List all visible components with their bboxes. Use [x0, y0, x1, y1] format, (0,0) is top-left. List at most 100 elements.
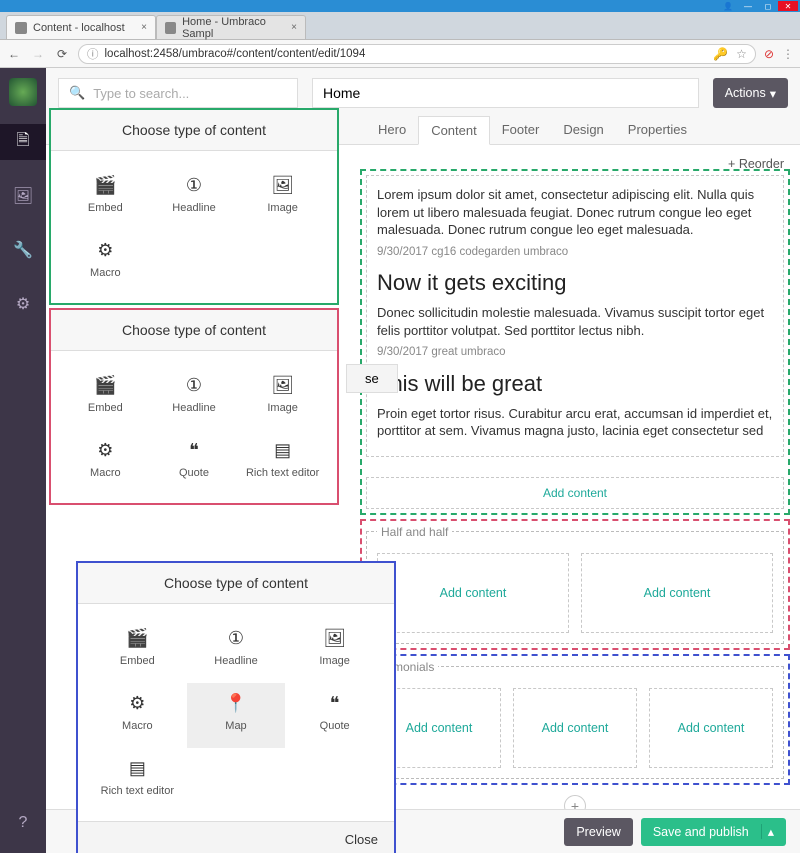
window-titlebar: 👤 — ◻ ✕: [0, 0, 800, 12]
picker-item-map[interactable]: 📍 Map: [187, 683, 286, 748]
image-icon: 🖼: [271, 175, 294, 196]
caret-up-icon[interactable]: ▴: [761, 824, 774, 839]
add-content-button[interactable]: Add content: [581, 553, 773, 633]
quote-icon: ❝: [330, 693, 340, 714]
macro-icon: ⚙: [97, 240, 113, 261]
picker-item-embed[interactable]: 🎬Embed: [88, 618, 187, 683]
save-publish-button[interactable]: Save and publish ▴: [641, 818, 786, 846]
modal-close-button[interactable]: se: [346, 364, 398, 393]
image-icon: 🖼: [323, 628, 346, 649]
picker-item-label: Image: [319, 655, 350, 667]
reorder-button[interactable]: Reorder: [366, 153, 784, 175]
sidebar-developer-icon[interactable]: ⚙: [0, 286, 46, 322]
search-input[interactable]: 🔍 Type to search...: [58, 78, 298, 108]
reload-icon[interactable]: ⟳: [54, 47, 70, 61]
picker-item-image[interactable]: 🖼 Image: [285, 618, 384, 683]
node-name-input[interactable]: [312, 78, 699, 108]
meta-text: 9/30/2017 great umbraco: [377, 345, 773, 361]
picker-grid: 🎬Embed①Headline 🖼 Image ⚙Macro❝Quote ▤ Rich t…: [51, 351, 337, 503]
picker-item-label: Image: [267, 402, 298, 414]
tab-design[interactable]: Design: [551, 116, 615, 144]
browser-tab[interactable]: Home - Umbraco Sampl ×: [156, 15, 306, 39]
picker-item-label: Headline: [214, 655, 257, 667]
caret-down-icon: ▾: [770, 86, 776, 101]
sidebar-help-icon[interactable]: ?: [0, 805, 46, 841]
rich-text-editor-icon: ▤: [274, 440, 291, 461]
picker-item-quote[interactable]: ❝Quote: [150, 430, 239, 495]
tab-close-icon[interactable]: ×: [291, 22, 297, 33]
picker-item-label: Rich text editor: [246, 467, 319, 479]
modal-title: Choose type of content: [51, 310, 337, 351]
picker-item-headline[interactable]: ① Headline: [187, 618, 286, 683]
site-info-icon[interactable]: ⓘ: [87, 46, 99, 62]
grid-cell[interactable]: Lorem ipsum dolor sit amet, consectetur …: [366, 175, 784, 457]
window-close-icon[interactable]: ✕: [778, 1, 798, 11]
picker-item-rich-text-editor[interactable]: ▤ Rich text editor: [238, 430, 327, 495]
app-sidebar: 🗎 🖼 🔧 ⚙ ?: [0, 68, 46, 853]
add-content-button[interactable]: Add content: [377, 553, 569, 633]
user-icon[interactable]: 👤: [718, 1, 738, 11]
picker-item-embed[interactable]: 🎬Embed: [61, 165, 150, 230]
picker-item-label: Embed: [120, 655, 155, 667]
star-icon[interactable]: ☆: [736, 47, 747, 61]
sidebar-settings-icon[interactable]: 🔧: [0, 232, 46, 268]
tab-properties[interactable]: Properties: [616, 116, 699, 144]
picker-item-embed[interactable]: 🎬Embed: [61, 365, 150, 430]
minimize-icon[interactable]: —: [738, 1, 758, 11]
rich-text-editor-icon: ▤: [129, 758, 146, 779]
preview-button[interactable]: Preview: [564, 818, 632, 846]
add-content-button[interactable]: Add content: [366, 477, 784, 509]
picker-item-label: Headline: [172, 202, 215, 214]
maximize-icon[interactable]: ◻: [758, 1, 778, 11]
browser-tabstrip: Content - localhost × Home - Umbraco Sam…: [0, 12, 800, 40]
picker-item-rich-text-editor[interactable]: ▤ Rich text editor: [88, 748, 187, 813]
map-icon: 📍: [225, 693, 247, 714]
picker-item-label: Macro: [122, 720, 153, 732]
add-content-button[interactable]: Add content: [513, 688, 637, 768]
tab-title: Home - Umbraco Sampl: [182, 16, 291, 40]
meta-text: 9/30/2017 cg16 codegarden umbraco: [377, 245, 773, 261]
actions-button[interactable]: Actions ▾: [713, 78, 788, 108]
picker-item-macro[interactable]: ⚙Macro: [61, 230, 150, 295]
sidebar-content-icon[interactable]: 🗎: [0, 124, 46, 160]
content-type-picker-pink: Choose type of content 🎬Embed①Headline 🖼 I…: [49, 308, 339, 505]
macro-icon: ⚙: [97, 440, 113, 461]
picker-item-label: Quote: [320, 720, 350, 732]
back-icon[interactable]: ←: [6, 47, 22, 61]
favicon-icon: [165, 22, 176, 34]
forward-icon[interactable]: →: [30, 47, 46, 61]
picker-item-label: Image: [267, 202, 298, 214]
picker-item-headline[interactable]: ①Headline: [150, 365, 239, 430]
picker-item-quote[interactable]: ❝ Quote: [285, 683, 384, 748]
picker-item-label: Map: [225, 720, 246, 732]
browser-tab-active[interactable]: Content - localhost ×: [6, 15, 156, 39]
picker-item-macro[interactable]: ⚙Macro: [61, 430, 150, 495]
sidebar-media-icon[interactable]: 🖼: [0, 178, 46, 214]
picker-item-headline[interactable]: ①Headline: [150, 165, 239, 230]
tab-content[interactable]: Content: [418, 116, 490, 145]
blocker-icon[interactable]: ⊘: [764, 47, 774, 61]
embed-icon: 🎬: [94, 175, 116, 196]
content-type-picker-blue: Choose type of content 🎬Embed①Headline🖼I…: [76, 561, 396, 853]
tab-close-icon[interactable]: ×: [141, 22, 147, 33]
picker-item-label: Embed: [88, 402, 123, 414]
picker-item-image[interactable]: 🖼 Image: [238, 365, 327, 430]
picker-item-label: Rich text editor: [101, 785, 174, 797]
tab-hero[interactable]: Hero: [366, 116, 418, 144]
actions-label: Actions: [725, 86, 766, 100]
headline-icon: ①: [186, 375, 202, 396]
url-field[interactable]: ⓘ localhost:2458/umbraco#/content/conten…: [78, 44, 756, 64]
add-content-button[interactable]: Add content: [649, 688, 773, 768]
body-text: Donec sollicitudin molestie malesuada. V…: [377, 304, 773, 339]
headline-icon: ①: [228, 628, 244, 649]
modal-close-button[interactable]: Close: [78, 821, 394, 853]
picker-item-macro[interactable]: ⚙Macro: [88, 683, 187, 748]
key-icon[interactable]: 🔑: [713, 47, 728, 61]
tab-title: Content - localhost: [33, 22, 125, 34]
tab-footer[interactable]: Footer: [490, 116, 552, 144]
modal-title: Choose type of content: [51, 110, 337, 151]
image-icon: 🖼: [271, 375, 294, 396]
picker-item-image[interactable]: 🖼 Image: [238, 165, 327, 230]
app-logo[interactable]: [9, 78, 37, 106]
menu-icon[interactable]: ⋮: [782, 47, 794, 61]
